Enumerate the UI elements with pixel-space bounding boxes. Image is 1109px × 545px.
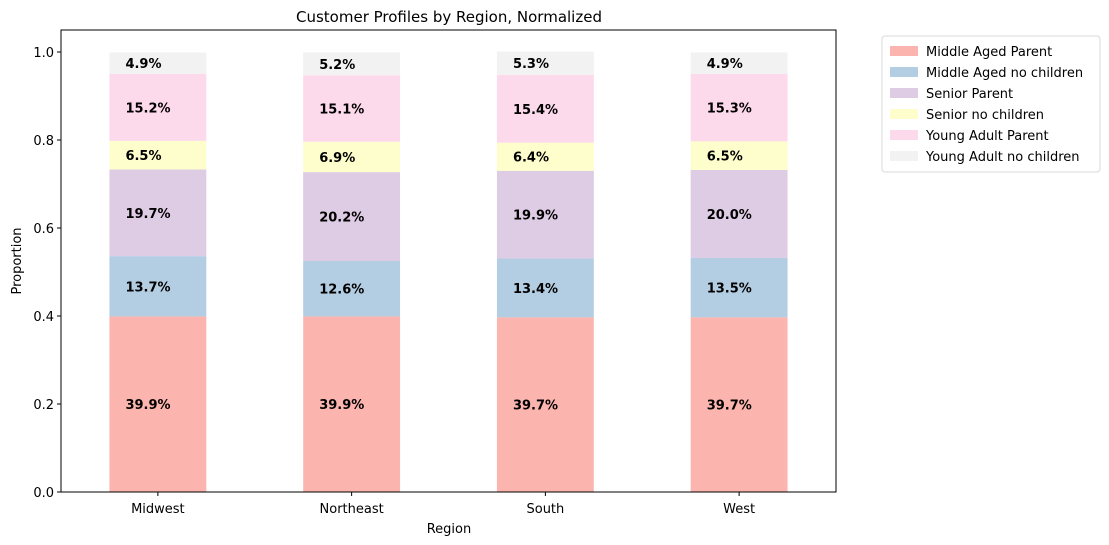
x-axis: Midwest Northeast South West [131,492,755,517]
data-label: 39.9% [319,398,364,413]
bar-segment [303,75,401,142]
data-label: 20.2% [319,211,364,226]
data-label: 39.7% [513,399,558,414]
bar-segment [690,52,788,74]
x-axis-label: Region [427,522,472,537]
data-label: 6.5% [707,150,743,165]
y-axis-label: Proportion [10,227,25,294]
bar-segment [690,141,788,170]
legend-swatch [890,88,918,98]
x-tick-label: West [723,502,755,517]
bar-segment [496,74,594,143]
data-label: 13.4% [513,282,558,297]
legend-label: Young Adult no children [925,150,1080,165]
bar-segment [109,256,207,317]
data-label: 15.2% [125,101,170,116]
bar-segment [109,74,207,141]
bar-segment [109,140,207,170]
bar-segment [303,172,401,261]
data-label: 4.9% [707,57,743,72]
data-label: 6.4% [513,151,549,166]
legend-swatch [890,67,918,77]
data-label: 39.7% [707,399,752,414]
data-label: 15.4% [513,103,558,118]
legend-label: Middle Aged no children [926,66,1083,81]
bar-segment [303,261,401,317]
bar-segment [496,51,594,75]
plot-frame [60,29,837,493]
y-tick-label: 0.8 [33,134,54,149]
y-tick-label: 0.0 [33,486,54,501]
data-label: 20.0% [707,208,752,223]
legend-swatch [890,109,918,119]
legend-swatch [890,151,918,161]
bar-segment [109,316,207,492]
bar-segment [496,170,594,259]
data-label: 5.2% [319,58,355,73]
bar-segment [690,169,788,258]
legend-box [881,35,1101,173]
y-tick-label: 1.0 [33,46,54,61]
plot-area: 39.9% 13.7% 19.7% 6.5% 15.2% 4.9% 39.9% 12.6% 20… [109,51,788,492]
data-label: 12.6% [319,283,364,298]
data-label: 13.7% [125,280,170,295]
chart-title: Customer Profiles by Region, Normalized [296,8,602,26]
data-label: 19.7% [125,207,170,222]
bar-segment [109,52,207,74]
bar-segment [690,317,788,492]
x-tick-label: South [526,502,564,517]
y-tick-label: 0.6 [33,222,54,237]
legend-swatch [890,46,918,56]
bar-segment [496,317,594,492]
data-label: 4.9% [125,57,161,72]
bar-segment [496,142,594,171]
legend: Middle Aged Parent Middle Aged no childre… [881,35,1101,173]
data-label: 19.9% [513,209,558,224]
x-tick-label: Midwest [131,502,185,517]
data-label: 15.3% [707,102,752,117]
x-tick-label: Northeast [320,502,384,517]
bar-segment [303,141,401,173]
bar-segment [109,169,207,257]
data-label: 6.9% [319,151,355,166]
bar-segment [690,74,788,142]
data-label: 15.1% [319,103,364,118]
legend-label: Senior no children [926,108,1044,123]
legend-label: Young Adult Parent [925,129,1049,144]
data-label: 5.3% [513,57,549,72]
y-tick-label: 0.4 [33,310,54,325]
bar-segment [690,257,788,318]
legend-swatch [890,130,918,140]
data-label: 13.5% [707,282,752,297]
bar-segment [303,52,401,76]
bar-segment [496,258,594,318]
legend-label: Middle Aged Parent [926,45,1052,60]
data-label: 6.5% [125,149,161,164]
bar-segment [303,316,401,492]
y-tick-label: 0.2 [33,398,54,413]
data-label: 39.9% [125,398,170,413]
y-axis: 0.0 0.2 0.4 0.6 0.8 1.0 [33,46,61,501]
legend-label: Senior Parent [926,87,1013,102]
